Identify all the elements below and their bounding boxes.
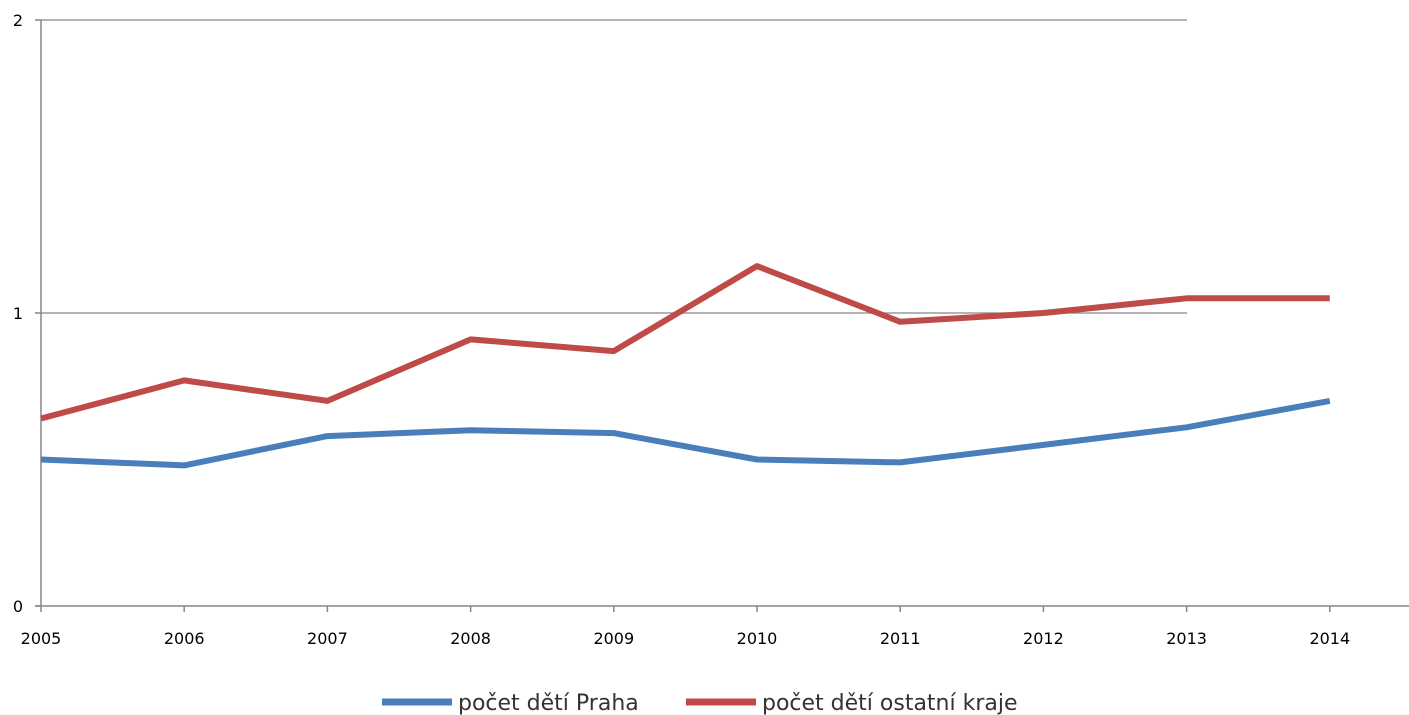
legend-label: počet dětí ostatní kraje bbox=[762, 691, 1018, 715]
legend-entry: počet dětí Praha bbox=[382, 691, 639, 715]
y-tick-label: 2 bbox=[13, 11, 23, 30]
legend-entry: počet dětí ostatní kraje bbox=[686, 691, 1018, 715]
x-tick-label: 2006 bbox=[164, 629, 205, 648]
legend-label: počet dětí Praha bbox=[458, 691, 639, 715]
series-line-1 bbox=[40, 397, 1331, 469]
x-tick-label: 2005 bbox=[21, 629, 62, 648]
series-line-2 bbox=[40, 263, 1330, 422]
x-tick-label: 2010 bbox=[737, 629, 778, 648]
y-tick-label: 0 bbox=[13, 597, 23, 616]
series-lines bbox=[40, 263, 1331, 469]
x-tick-label: 2013 bbox=[1166, 629, 1207, 648]
y-axis-ticks: 0 1 2 bbox=[13, 11, 41, 616]
x-tick-label: 2012 bbox=[1023, 629, 1064, 648]
x-tick-label: 2014 bbox=[1309, 629, 1350, 648]
gridlines bbox=[41, 19, 1187, 314]
x-tick-label: 2011 bbox=[880, 629, 921, 648]
x-tick-label: 2008 bbox=[450, 629, 491, 648]
y-tick-label: 1 bbox=[13, 304, 23, 323]
x-axis-ticks: 2005 2006 2007 2008 2009 2010 2011 2012 2013 2014 bbox=[21, 606, 1350, 648]
legend: počet dětí Praha počet dětí ostatní kraje bbox=[382, 691, 1018, 715]
x-tick-label: 2009 bbox=[593, 629, 634, 648]
x-tick-label: 2007 bbox=[307, 629, 348, 648]
